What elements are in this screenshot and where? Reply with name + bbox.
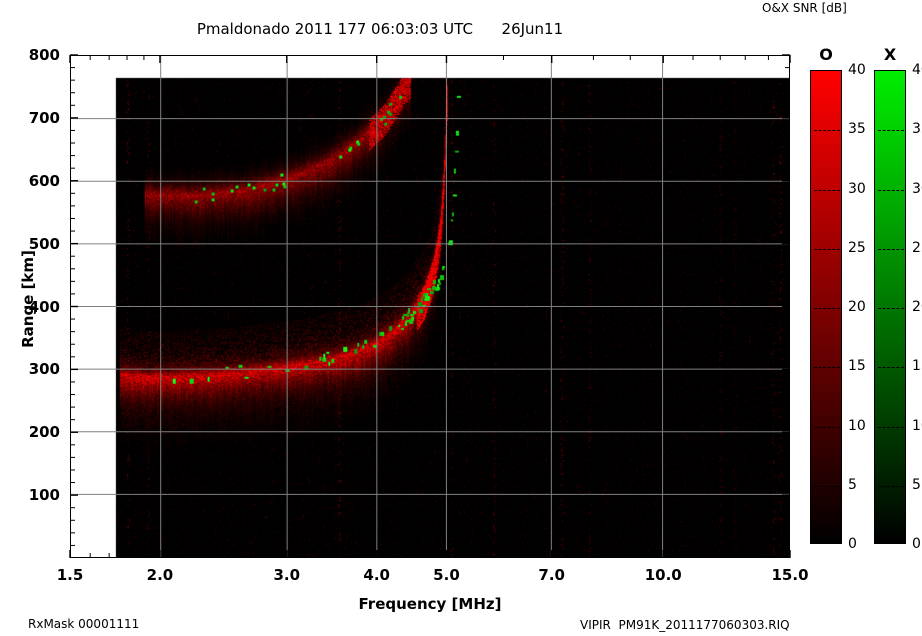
y-tick-label: 100 [28, 486, 60, 505]
colorbar-x-gradient [875, 71, 905, 543]
colorbar-tick [814, 130, 840, 132]
colorbar-tick-label: 0 [848, 536, 857, 552]
x-tick-label: 15.0 [771, 566, 809, 584]
colorbar-o-gradient [811, 71, 841, 543]
plot-area[interactable] [70, 55, 790, 558]
colorbar-tick [814, 367, 840, 369]
x-tick-label: 4.0 [363, 566, 390, 584]
grid-overlay [71, 56, 789, 557]
x-tick-label: 1.5 [56, 566, 84, 584]
colorbar-tick-label: 25 [848, 239, 866, 256]
plot-title: Pmaldonado 2011 177 06:03:03 UTC 26Jun11 [196, 20, 564, 38]
y-tick-label: 800 [28, 46, 60, 64]
y-tick-label: 400 [28, 297, 60, 316]
colorbar-tick [878, 426, 904, 428]
colorbar-tick-label: 0 [912, 536, 921, 552]
colorbar-tick [814, 485, 840, 487]
x-tick-label: 3.0 [273, 566, 301, 584]
colorbar-tick-label: 20 [912, 299, 922, 315]
colorbar-tick [878, 130, 904, 132]
y-tick-label: 200 [28, 423, 60, 442]
colorbar-tick-label: 35 [848, 121, 866, 138]
colorbar-tick [814, 248, 840, 250]
colorbar-tick-label: 40 [912, 62, 922, 78]
y-tick-label: 600 [28, 171, 60, 190]
colorbar-tick [878, 248, 904, 250]
colorbar-tick-label: 10 [848, 417, 866, 434]
y-tick-label: 500 [28, 234, 60, 253]
colorbar-x-label: X [883, 45, 897, 64]
colorbar-tick-label: 25 [912, 239, 922, 256]
colorbar-tick-label: 30 [912, 180, 922, 197]
colorbar-group-title: O&X SNR [dB] [762, 1, 847, 15]
footer-filename: VIPIR PM91K_2011177060303.RIQ [580, 618, 790, 632]
y-tick-label: 700 [28, 108, 60, 127]
colorbar-tick-label: 40 [848, 62, 866, 78]
colorbar-x-box [874, 70, 906, 544]
colorbar-tick [878, 308, 904, 309]
x-tick-label: 10.0 [644, 566, 682, 584]
y-axis-label: Range [km] [19, 250, 37, 348]
colorbar-o-box [810, 70, 842, 544]
footer-rxmask: RxMask 00001111 [28, 617, 140, 631]
colorbar-tick [814, 189, 840, 191]
colorbar-tick [878, 189, 904, 191]
y-axis-ticks: 100 200 300 400 500 600 700 800 [14, 0, 60, 636]
colorbar-tick [814, 426, 840, 428]
colorbar-tick-label: 35 [912, 121, 922, 138]
colorbar-tick-label: 5 [848, 476, 857, 493]
x-axis-label: Frequency [MHz] [358, 595, 502, 613]
colorbar-tick-label: 10 [912, 417, 922, 434]
colorbar-tick [878, 485, 904, 487]
colorbar-tick-label: 20 [848, 299, 866, 315]
colorbar-tick [814, 308, 840, 309]
x-tick-label: 7.0 [538, 566, 565, 584]
colorbar-tick-label: 15 [848, 358, 866, 375]
colorbar-tick-label: 15 [912, 358, 922, 375]
colorbar-tick-label: 5 [912, 476, 921, 493]
colorbar-o-label: O [819, 45, 833, 64]
colorbar-tick [878, 367, 904, 369]
y-tick-label: 300 [28, 360, 60, 379]
x-tick-label: 2.0 [146, 566, 174, 584]
colorbar-tick-label: 30 [848, 180, 866, 197]
x-tick-label: 5.0 [433, 566, 460, 584]
